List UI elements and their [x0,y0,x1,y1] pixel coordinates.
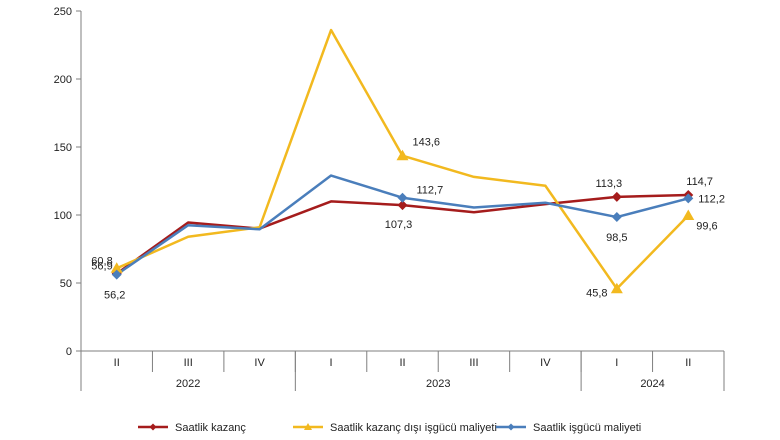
series-2-marker [396,149,409,161]
x-year-label: 2023 [426,378,450,390]
series-2-marker [682,209,695,221]
x-tick-label: III [184,357,193,369]
y-tick-label: 50 [60,278,72,290]
data-label: 113,3 [595,178,622,190]
x-tick-label: I [615,357,618,369]
data-label: 56,2 [104,290,125,302]
data-label: 112,7 [417,185,444,197]
data-label: 99,6 [696,221,717,233]
data-label: 143,6 [413,137,441,149]
series-2-marker [110,262,123,273]
data-label: 107,3 [385,219,413,231]
legend-label: Saatlik kazanç [175,422,246,434]
x-tick-label: IV [254,357,265,369]
data-label: 112,2 [698,193,725,205]
series-3-marker [397,192,408,203]
legend-marker [507,423,515,431]
series-3-marker [683,193,694,204]
y-tick-label: 150 [54,142,72,154]
x-tick-label: III [469,357,478,369]
y-tick-label: 250 [54,6,72,18]
x-year-label: 2022 [176,378,200,390]
x-tick-label: II [685,357,691,369]
x-tick-label: II [114,357,120,369]
x-tick-label: II [399,357,405,369]
series-3-marker [611,212,622,223]
series-1-marker [397,200,408,211]
x-tick-label: IV [540,357,551,369]
data-label: 114,7 [686,176,713,188]
legend-label: Saatlik kazanç dışı işgücü maliyeti [330,422,497,434]
data-label: 60,8 [91,255,112,267]
y-tick-label: 100 [54,210,72,222]
legend-label: Saatlik işgücü maliyeti [533,422,641,434]
y-tick-label: 0 [66,346,72,358]
series-2-marker [610,282,623,294]
legend-marker [149,423,157,431]
data-label: 56,9 [91,261,112,273]
data-label: 98,5 [606,232,627,244]
y-tick-label: 200 [54,74,72,86]
legend-marker [304,423,312,430]
x-year-label: 2024 [640,378,664,390]
x-tick-label: I [330,357,333,369]
series-3-marker [111,269,122,280]
series-1-marker [611,191,622,202]
data-label: 45,8 [586,288,607,300]
